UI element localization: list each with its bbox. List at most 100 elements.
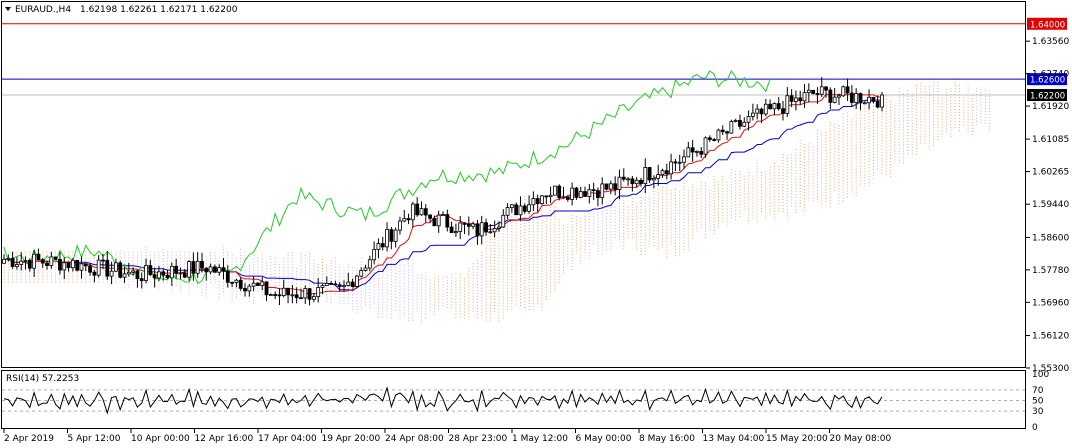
candle xyxy=(230,281,235,288)
candle xyxy=(454,223,458,237)
candle xyxy=(372,241,377,265)
candle xyxy=(182,269,187,279)
candle xyxy=(867,89,871,110)
candle xyxy=(419,201,424,216)
candle xyxy=(311,292,316,303)
candle xyxy=(165,269,170,280)
candle xyxy=(27,258,32,272)
candle xyxy=(363,264,368,272)
candle xyxy=(802,83,807,108)
candle xyxy=(53,256,58,261)
candle xyxy=(553,185,557,196)
chikou-line xyxy=(3,70,771,285)
candle xyxy=(393,227,398,248)
price-tick-label: 1.56960 xyxy=(1032,298,1069,308)
time-tick-label: 24 Apr 08:00 xyxy=(385,434,444,444)
candle xyxy=(410,201,415,228)
candle xyxy=(62,257,67,279)
candle xyxy=(139,272,144,289)
candle xyxy=(630,175,635,192)
candle xyxy=(824,86,828,98)
candle xyxy=(212,264,217,273)
candle xyxy=(664,163,669,180)
candle xyxy=(858,92,863,111)
candle xyxy=(23,256,28,270)
candle xyxy=(488,223,493,234)
candle xyxy=(2,254,6,264)
candle xyxy=(505,203,510,220)
candle xyxy=(462,222,467,234)
time-tick-label: 1 May 12:00 xyxy=(512,434,568,444)
candle xyxy=(785,87,790,117)
candle xyxy=(380,236,385,251)
candle xyxy=(83,263,88,272)
price-tick-label: 1.56120 xyxy=(1032,332,1069,342)
candle xyxy=(70,258,75,272)
candle xyxy=(376,238,381,259)
price-axis: 1.63560 1.62740 1.61920 1.61085 1.60265 1.594… xyxy=(1026,37,1069,374)
candle xyxy=(195,252,200,278)
candle xyxy=(634,176,639,188)
candle xyxy=(359,267,364,278)
candle xyxy=(794,90,798,111)
candle xyxy=(15,257,19,270)
candle xyxy=(828,87,833,109)
rsi-tick-label: 30 xyxy=(1032,407,1044,417)
dropdown-triangle-icon[interactable] xyxy=(5,7,11,11)
candle xyxy=(540,194,544,205)
candle xyxy=(729,119,734,134)
time-tick-label: 28 Apr 23:00 xyxy=(449,434,508,444)
candle xyxy=(501,209,506,228)
candle xyxy=(324,276,329,286)
candle xyxy=(475,220,480,245)
candle xyxy=(19,252,24,271)
candle xyxy=(385,222,389,252)
candle xyxy=(725,130,729,140)
candle xyxy=(286,287,290,304)
candle xyxy=(707,135,712,142)
candle xyxy=(613,176,618,196)
candle xyxy=(656,164,661,186)
candle xyxy=(148,259,153,276)
candle xyxy=(423,204,428,223)
price-tick-label: 1.55300 xyxy=(1032,364,1069,374)
candle xyxy=(466,216,471,236)
level-blue-tag: 1.62600 xyxy=(1027,73,1067,86)
candle xyxy=(458,216,463,240)
candle xyxy=(337,282,342,292)
rsi-tick-label: 50 xyxy=(1032,397,1044,407)
time-tick-label: 5 Apr 12:00 xyxy=(68,434,121,444)
candle xyxy=(819,77,824,97)
candle xyxy=(346,272,351,287)
candle xyxy=(208,263,213,275)
candle xyxy=(703,136,708,158)
candle xyxy=(6,254,11,262)
candle xyxy=(544,195,549,204)
candle xyxy=(841,85,846,97)
candle xyxy=(497,221,501,232)
time-tick-label: 20 May 08:00 xyxy=(830,434,892,444)
candle xyxy=(669,153,674,180)
candle xyxy=(281,279,286,298)
candle xyxy=(854,88,859,110)
candle xyxy=(406,213,411,224)
candle xyxy=(96,255,101,278)
time-tick-label: 2 Apr 2019 xyxy=(4,434,54,444)
candle xyxy=(303,285,308,305)
candle xyxy=(161,268,166,281)
candle xyxy=(604,183,609,191)
candle xyxy=(811,89,816,95)
candle xyxy=(763,98,768,117)
candle xyxy=(329,280,333,286)
candle xyxy=(294,287,299,304)
time-tick-label: 12 Apr 16:00 xyxy=(195,434,254,444)
candle xyxy=(522,203,527,214)
candle xyxy=(716,128,721,143)
candle xyxy=(152,267,157,288)
candle xyxy=(118,260,123,279)
price-panel[interactable] xyxy=(1,1,1026,368)
candle xyxy=(415,197,420,217)
candle xyxy=(832,88,837,104)
